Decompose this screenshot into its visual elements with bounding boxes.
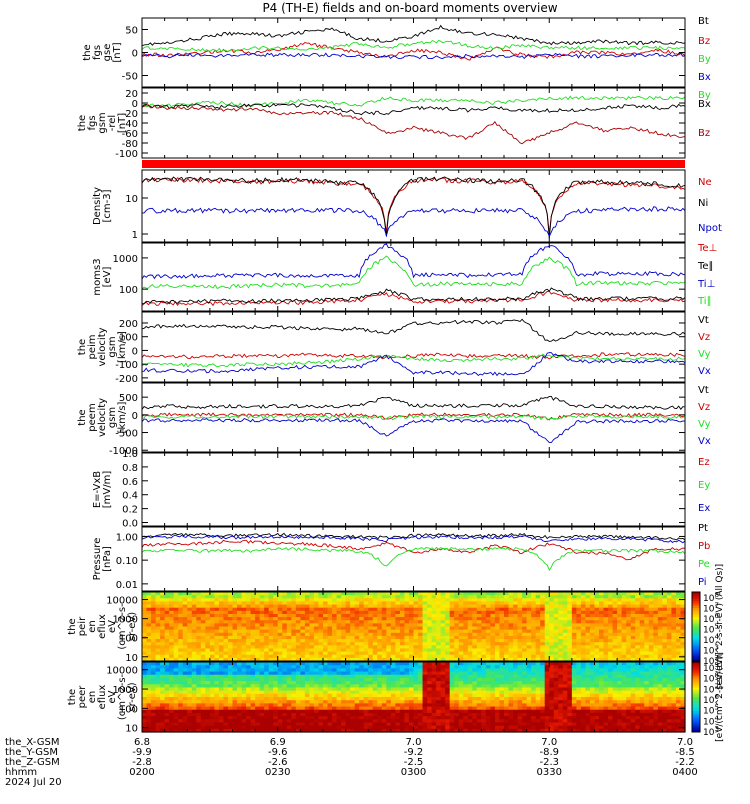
y-tick-label: 0.4: [122, 491, 138, 502]
legend-label: By: [698, 54, 711, 65]
legend-label: Te⊥: [697, 243, 717, 254]
legend-label: Vz: [698, 332, 710, 343]
series-line-Bz: [142, 105, 685, 144]
y-tick-label: 1: [132, 230, 138, 241]
legend-label: Ti∥: [697, 296, 712, 307]
y-axis-label: [km/s]: [117, 331, 128, 363]
y-tick-label: -100: [115, 149, 138, 160]
y-tick-label: 0.01: [116, 580, 138, 591]
y-tick-label: 0: [132, 346, 138, 357]
legend-label: Vt: [698, 385, 709, 396]
series-line-Pe: [142, 547, 685, 570]
series-line-Ne: [142, 178, 685, 233]
legend-label: Bz: [698, 128, 710, 139]
legend-label: Ex: [698, 503, 710, 514]
y-tick-label: 0.10: [116, 556, 138, 567]
legend-label: Ez: [698, 457, 710, 468]
y-axis-label: [nT]: [117, 113, 128, 133]
y-tick-label: 50: [125, 26, 138, 37]
y-axis-label: [eV]: [102, 267, 113, 288]
legend-label: Vy: [698, 349, 711, 360]
y-tick-label: 0.8: [122, 463, 138, 474]
legend-label: Ti⊥: [697, 279, 715, 290]
legend-label: Bx: [698, 72, 711, 83]
y-axis-label: [km/s]: [117, 401, 128, 433]
series-line-Bt: [142, 26, 685, 46]
y-axis-label: sr-eV): [127, 612, 138, 641]
series-line-By: [142, 96, 685, 107]
page-title: P4 (TH-E) fields and on-board moments ov…: [0, 1, 750, 15]
y-axis-label: [nPa]: [102, 546, 113, 572]
panel-frame: [142, 453, 685, 526]
legend-label: Vt: [698, 315, 709, 326]
legend-label: Npot: [698, 223, 722, 234]
y-tick-label: 0: [132, 411, 138, 422]
series-line-Ti⊥: [142, 244, 685, 279]
series-line-Bx: [142, 104, 685, 115]
y-axis-label: [cm-3]: [102, 189, 113, 222]
legend-label: Bz: [698, 36, 710, 47]
y-tick-label: 0.0: [122, 519, 138, 530]
y-tick-label: -50: [122, 72, 138, 83]
y-tick-label: -200: [115, 374, 138, 385]
y-tick-label: 10: [125, 653, 138, 664]
legend-label: Vx: [698, 366, 711, 377]
panel-9: 109108107106105104103[eV/(cm^2-s-sr-eV)]…: [67, 652, 725, 742]
series-line-Vy: [142, 415, 685, 420]
y-tick-label: 100: [119, 285, 138, 296]
series-line-Vt: [142, 319, 685, 341]
series-line-Vx: [142, 353, 685, 376]
series-line-Vy: [142, 354, 685, 367]
quality-flag-bar: [142, 160, 685, 168]
y-axis-label: [nT]: [112, 42, 123, 62]
legend-label: Pt: [698, 523, 708, 534]
y-tick-label: 0: [132, 49, 138, 60]
legend-label: Vy: [698, 419, 711, 430]
series-line-Ni: [142, 177, 685, 238]
legend-label: Ne: [698, 177, 712, 188]
legend-label: Vz: [698, 402, 710, 413]
legend-label: Ey: [698, 480, 710, 491]
legend-label: Bt: [698, 16, 709, 27]
legend-label: Pe: [698, 559, 710, 570]
y-tick-label: 0.6: [122, 477, 138, 488]
series-line-Te∥: [142, 288, 685, 304]
series-line-Vx: [142, 419, 685, 443]
legend-label: Vx: [698, 436, 711, 447]
legend-label: Pi: [698, 577, 707, 588]
legend-label: Te∥: [697, 261, 714, 272]
series-line-Bz: [142, 43, 685, 61]
y-tick-label: 1.0: [122, 449, 138, 460]
y-tick-label: 10: [125, 194, 138, 205]
series-line-Npot: [142, 207, 685, 237]
series-line-Bx: [142, 53, 685, 58]
y-tick-label: 1000: [113, 254, 138, 265]
legend-label: Pb: [698, 541, 710, 552]
y-tick-label: 200: [119, 319, 138, 330]
y-tick-label: 1.00: [116, 532, 138, 543]
legend-label: Bx: [698, 99, 711, 110]
series-line-Vt: [142, 396, 685, 409]
panel-frame: [142, 88, 685, 158]
legend-label: Ni: [698, 198, 708, 209]
y-tick-label: 0.2: [122, 505, 138, 516]
y-axis-label: [mV/m]: [102, 471, 113, 509]
